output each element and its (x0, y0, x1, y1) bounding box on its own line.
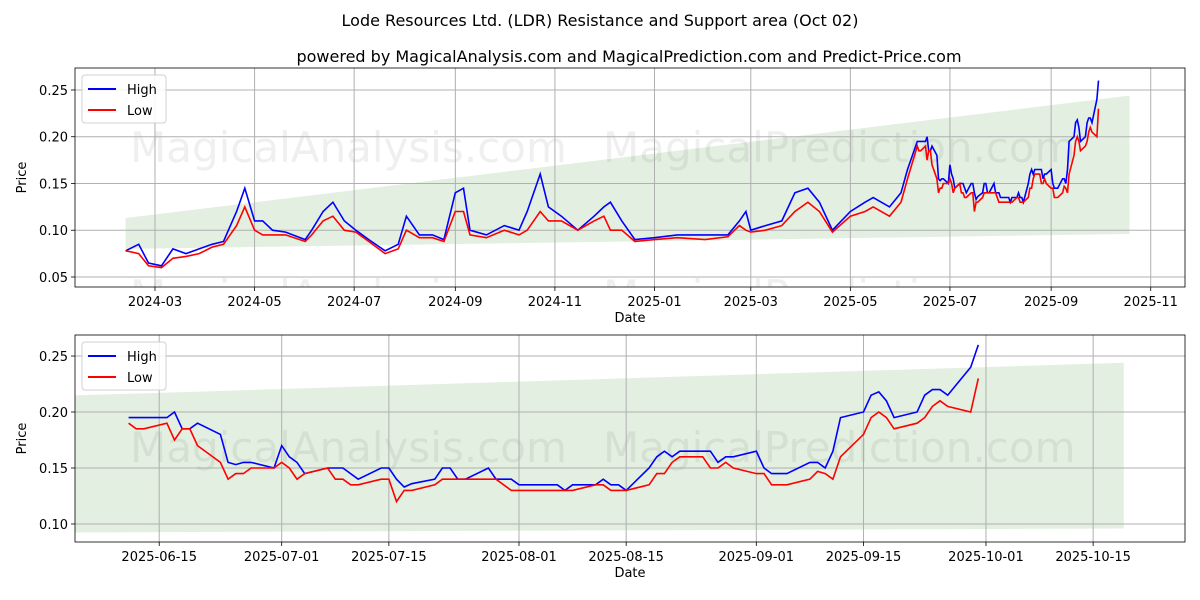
y-tick-label: 0.05 (39, 271, 68, 286)
low-price-line (128, 378, 980, 504)
x-tick-label: 2025-10-01 (948, 550, 1024, 565)
y-tick-label: 0.10 (39, 518, 68, 533)
legend-label-low: Low (127, 371, 153, 386)
y-tick-label: 0.25 (39, 84, 68, 99)
x-tick-label: 2024-05 (227, 295, 281, 310)
watermark-magicalprediction: MagicalPrediction.com (603, 423, 1076, 472)
watermark-magicalprediction: MagicalPrediction.com (603, 271, 1076, 320)
top-axes: MagicalAnalysis.com MagicalPrediction.com… (15, 67, 1186, 326)
x-tick-label: 2024-11 (528, 295, 582, 310)
plot-area: MagicalAnalysis.com MagicalPrediction.com… (75, 68, 1185, 320)
support-resistance-band (125, 95, 1130, 249)
axes-frame (74, 334, 1186, 543)
chart-subtitle: powered by MagicalAnalysis.com and Magic… (296, 47, 961, 66)
legend: High Low (81, 74, 167, 124)
y-axis-label: Price (15, 162, 30, 194)
watermark-magicalanalysis: MagicalAnalysis.com (130, 423, 567, 472)
x-tick-label: 2024-09 (428, 295, 482, 310)
y-tick-label: 0.20 (39, 131, 68, 146)
y-tick-label: 0.20 (39, 406, 68, 421)
legend-label-low: Low (127, 104, 153, 119)
legend: High Low (81, 341, 167, 391)
x-tick-label: 2025-05 (823, 295, 877, 310)
x-tick-label: 2025-09-15 (826, 550, 902, 565)
support-resistance-band (75, 362, 1124, 533)
y-tick-label: 0.15 (39, 177, 68, 192)
x-tick-label: 2024-07 (327, 295, 381, 310)
x-axis-label: Date (614, 566, 645, 581)
low-price-line (125, 108, 1100, 269)
x-tick-label: 2025-01 (627, 295, 681, 310)
x-tick-label: 2025-08-01 (481, 550, 557, 565)
y-tick-label: 0.10 (39, 224, 68, 239)
y-tick-label: 0.15 (39, 462, 68, 477)
bottom-axes: MagicalAnalysis.com MagicalPrediction.com… (15, 334, 1186, 581)
x-tick-label: 2025-11 (1124, 295, 1178, 310)
x-tick-label: 2025-07 (923, 295, 977, 310)
watermark-magicalprediction: MagicalPrediction.com (603, 123, 1076, 172)
x-tick-label: 2025-08-15 (588, 550, 664, 565)
legend-label-high: High (127, 350, 157, 365)
y-tick-label: 0.25 (39, 350, 68, 365)
chart-title: Lode Resources Ltd. (LDR) Resistance and… (342, 11, 859, 30)
legend-label-high: High (127, 83, 157, 98)
x-tick-label: 2024-03 (128, 295, 182, 310)
x-tick-label: 2025-06-15 (121, 550, 197, 565)
axes-frame (74, 67, 1186, 288)
high-price-line (128, 344, 980, 492)
x-tick-label: 2025-09-01 (719, 550, 795, 565)
x-tick-label: 2025-07-01 (244, 550, 320, 565)
watermark-magicalanalysis: MagicalAnalysis.com (130, 271, 567, 320)
x-axis-label: Date (614, 311, 645, 326)
watermark-magicalanalysis: MagicalAnalysis.com (130, 123, 567, 172)
x-tick-label: 2025-09 (1024, 295, 1078, 310)
x-tick-label: 2025-07-15 (351, 550, 427, 565)
x-tick-label: 2025-03 (724, 295, 778, 310)
y-axis-label: Price (15, 423, 30, 455)
x-tick-label: 2025-10-15 (1055, 550, 1131, 565)
plot-area: MagicalAnalysis.com MagicalPrediction.com (75, 335, 1185, 542)
